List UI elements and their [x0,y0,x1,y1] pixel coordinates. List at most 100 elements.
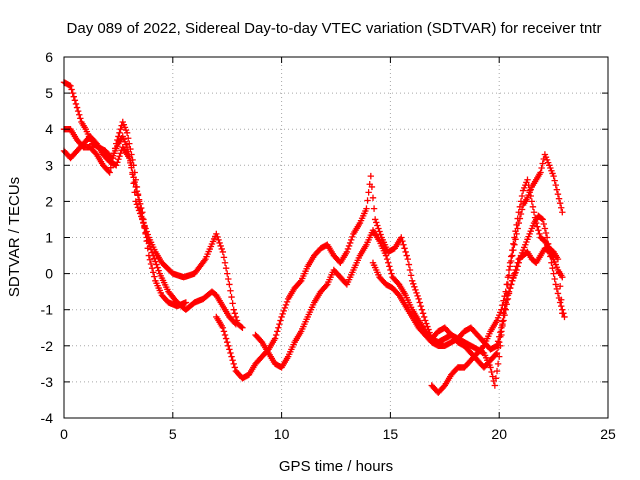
data-point [552,281,559,288]
data-point [382,252,390,259]
data-point [538,164,545,172]
data-point [131,178,138,186]
data-point [143,237,150,245]
series-track-c [60,133,190,310]
data-point [530,209,538,216]
data-point [550,172,557,180]
data-point [114,136,121,144]
data-point [344,245,352,253]
data-point [72,100,80,108]
data-point [296,278,304,286]
data-point [555,195,563,202]
data-point [422,317,429,324]
data-point [67,82,74,90]
grid [64,57,608,418]
data-point [154,264,161,271]
data-point [127,145,134,153]
data-point [227,349,234,357]
data-point [105,168,112,175]
data-point [514,263,521,270]
x-tick-label: 0 [60,426,68,442]
data-point [515,209,522,216]
data-point [503,296,511,303]
data-point [115,156,122,163]
data-point [145,252,153,259]
data-point [516,255,524,263]
data-point [550,270,557,277]
data-point [224,338,231,346]
data-point [346,239,354,247]
data-point [561,313,568,321]
data-point [516,203,524,211]
data-point [560,310,567,317]
data-point [129,169,136,176]
data-point [219,248,227,256]
data-point [272,331,280,339]
data-point [424,323,431,330]
data-point [504,274,512,281]
data-point [554,290,562,297]
data-point [492,375,500,382]
data-point [375,225,382,232]
data-point [134,192,142,199]
data-point [222,335,230,342]
y-tick-label: -1 [41,302,54,318]
data-point [345,242,353,250]
data-point [73,104,81,111]
data-point [492,351,500,358]
data-point [414,292,421,300]
data-point [494,360,502,368]
data-point [553,186,561,193]
data-point [497,342,504,349]
data-point [217,242,224,250]
data-point [376,228,383,235]
data-point [398,234,405,241]
data-point [232,320,240,328]
data-point [133,187,141,195]
data-point [368,183,376,191]
data-point [224,270,231,277]
data-point [554,255,562,263]
data-point [534,223,541,230]
data-point [549,264,556,272]
y-tick-label: 5 [45,85,53,101]
data-point [147,260,155,268]
data-point [215,236,222,244]
data-point [117,150,124,157]
data-point [536,230,543,238]
data-point [277,317,284,324]
data-point [275,324,282,331]
data-point [494,338,502,345]
data-point [110,150,118,157]
data-point [220,328,228,335]
data-point [385,259,392,266]
data-point [148,249,156,256]
data-point [126,140,133,147]
data-point [136,200,144,208]
data-point [117,126,124,133]
data-point [419,310,427,317]
data-point [221,259,229,266]
data-point [150,269,157,276]
data-point [506,284,514,292]
data-point [128,164,135,171]
data-point [151,273,158,280]
data-point [71,97,79,104]
data-point [500,297,507,304]
data-point [221,331,229,339]
data-point [123,129,131,137]
data-point [510,240,517,248]
data-point [370,205,378,212]
data-point [411,283,418,291]
y-tick-label: -2 [41,338,54,354]
data-point [139,209,146,216]
data-point [138,210,145,217]
series-track-b [60,118,240,328]
data-point [415,295,422,303]
data-point [417,302,425,310]
data-point [404,255,412,263]
data-point [373,219,380,226]
y-tick-label: 1 [45,230,53,246]
data-point [499,301,506,309]
data-point [140,216,147,223]
